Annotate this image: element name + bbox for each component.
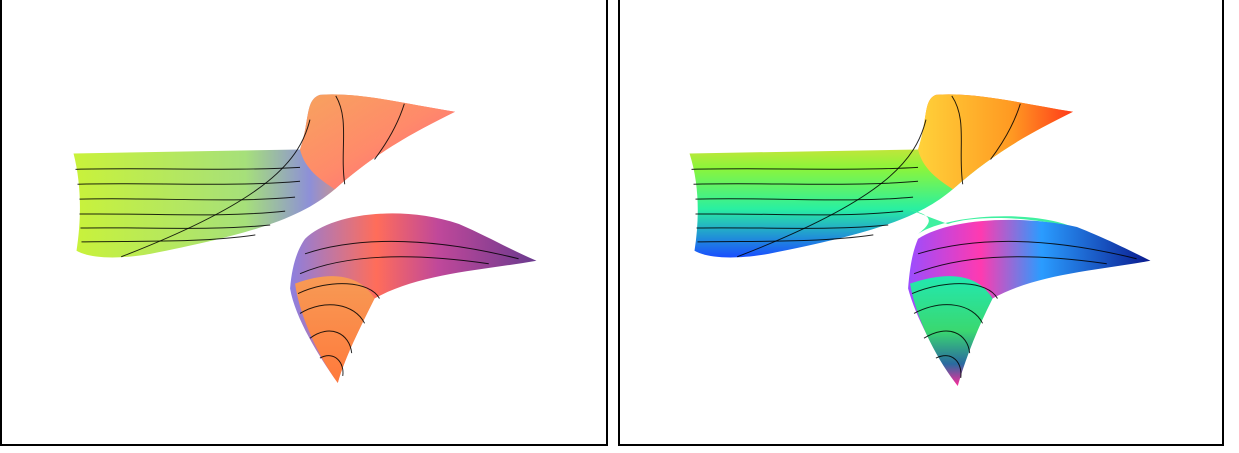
surface-lower-front-right: [910, 276, 993, 386]
surface-fold-right: [918, 94, 1073, 190]
surface-plot-left: [73, 94, 537, 383]
contour-lines-left: [75, 95, 519, 377]
contour-lines-right: [691, 95, 1137, 379]
surface-fold-left: [300, 94, 455, 190]
surface-plot-right: [689, 94, 1151, 386]
surface-bridge-right: [908, 209, 1077, 234]
surface-lower-front-left: [295, 276, 375, 383]
surface-plot-panel-right: [618, 0, 1224, 446]
surface-plot-panel-left: [0, 0, 608, 446]
